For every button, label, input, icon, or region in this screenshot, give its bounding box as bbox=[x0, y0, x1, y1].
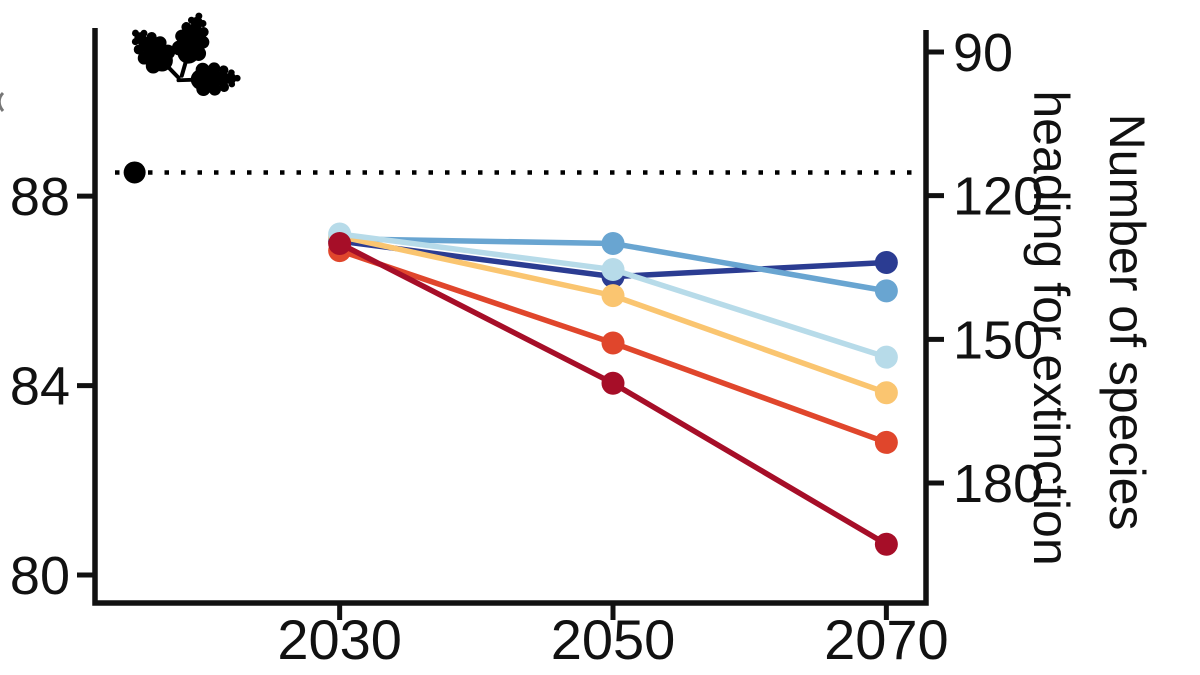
series-point-light-blue bbox=[601, 258, 625, 282]
right-axis-title-line2: heading for extinction bbox=[1023, 90, 1079, 565]
series-point-dark-red bbox=[874, 532, 898, 556]
right-axis-title-line1: Number of species bbox=[1099, 114, 1155, 531]
chart-render-layer: 88 84 80 90 120 150 180 2030 2050 2070 Number of s… bbox=[10, 23, 1155, 671]
x-axis-tick-label: 2070 bbox=[824, 608, 949, 671]
series-point-yellow bbox=[601, 284, 625, 308]
series-point-steel-blue bbox=[601, 232, 625, 256]
oak-leaves-icon bbox=[120, 7, 242, 97]
x-axis-tick-label: 2030 bbox=[277, 608, 402, 671]
right-axis-tick-label: 150 bbox=[953, 310, 1043, 370]
series-point-steel-blue bbox=[874, 279, 898, 303]
left-axis-tick-label: 80 bbox=[10, 546, 70, 606]
right-axis-tick-label: 180 bbox=[953, 454, 1043, 514]
right-axis-tick-label: 90 bbox=[953, 23, 1013, 83]
series-point-dark-red bbox=[328, 232, 352, 256]
series-point-dark-red bbox=[601, 371, 625, 395]
reference-point bbox=[123, 161, 146, 184]
series-point-dark-blue bbox=[874, 250, 898, 274]
series-point-light-blue bbox=[874, 345, 898, 369]
cropped-left-label-artifact bbox=[0, 91, 5, 112]
series-point-yellow bbox=[874, 381, 898, 405]
right-axis-tick-label: 120 bbox=[953, 167, 1043, 227]
series-point-orange-red bbox=[601, 331, 625, 355]
left-axis-tick-label: 84 bbox=[10, 357, 70, 417]
series-point-orange-red bbox=[874, 430, 898, 454]
left-axis-tick-label: 88 bbox=[10, 167, 70, 227]
x-axis-tick-label: 2050 bbox=[551, 608, 676, 671]
axes-frame bbox=[92, 28, 929, 606]
